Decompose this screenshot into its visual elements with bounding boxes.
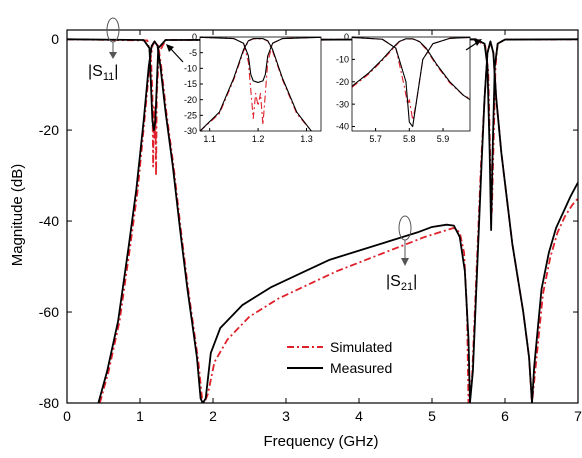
- x-tick-label: 2: [209, 408, 217, 424]
- s21-annotation: |S21|: [386, 215, 417, 293]
- s21-label: |S21|: [386, 273, 417, 293]
- x-tick-label: 5: [428, 408, 436, 424]
- s21-arrow-head: [401, 258, 409, 266]
- series-lines: [200, 37, 321, 131]
- y-tick-label: -5: [189, 48, 197, 58]
- x-tick-label: 5.8: [403, 134, 416, 144]
- x-tick-label: 4: [355, 408, 363, 424]
- x-tick-label: 1.2: [252, 134, 265, 144]
- y-tick-label: -20: [336, 77, 349, 87]
- y-tick-label: -60: [39, 304, 59, 320]
- series-lines: [352, 37, 470, 128]
- inset-plot-low-band: 1.1 1.2 1.3 0 -5 -10 -15 -20 -25 -30: [184, 32, 322, 144]
- x-tick-label: 1: [136, 408, 144, 424]
- series-lines: [67, 38, 578, 403]
- y-tick-label: -10: [336, 55, 349, 65]
- legend-measured-label: Measured: [330, 360, 392, 376]
- inset-background: [200, 37, 321, 131]
- legend: Simulated Measured: [287, 339, 392, 376]
- measured-s11-line: [352, 37, 470, 128]
- y-tick-label: -40: [39, 213, 59, 229]
- x-tick-label: 6: [501, 408, 509, 424]
- x-tick-label: 5.9: [437, 134, 450, 144]
- s11-annotation: |S11|: [88, 17, 120, 83]
- y-tick-label: -80: [39, 395, 59, 411]
- y-tick-label: -10: [184, 63, 197, 73]
- inset-plot-high-band: 5.7 5.8 5.9 0 -10 -20 -30 -40: [336, 32, 471, 144]
- y-tick-label: -40: [336, 122, 349, 132]
- y-tick-label: -15: [184, 79, 197, 89]
- x-tick-label: 5.7: [369, 134, 382, 144]
- y-axis-label: Magnitude (dB): [9, 164, 26, 267]
- plot-frame: [351, 36, 471, 132]
- y-tick-label: -30: [336, 99, 349, 109]
- y-tick-label: 0: [344, 32, 349, 42]
- y-tick-label: -20: [184, 95, 197, 105]
- inset-arrow-right-head: [474, 39, 482, 46]
- y-tick-label: 0: [192, 32, 197, 42]
- inset-pointer-arrows: [166, 39, 482, 63]
- s11-label: |S11|: [88, 63, 118, 83]
- y-tick-label: 0: [51, 31, 59, 47]
- x-axis-label: Frequency (GHz): [263, 433, 378, 450]
- measured-s21-line: [352, 38, 470, 101]
- legend-simulated-label: Simulated: [330, 339, 392, 355]
- inset-arrow-left-head: [166, 44, 174, 52]
- x-tick-label: 1.1: [203, 134, 216, 144]
- x-tick-label: 3: [282, 408, 290, 424]
- x-tick-label: 7: [574, 408, 582, 424]
- x-tick-label: 1.3: [300, 134, 313, 144]
- s11-arrow-head: [109, 52, 117, 59]
- measured-s11-line: [200, 37, 321, 83]
- y-tick-label: -30: [184, 126, 197, 136]
- inset-arrow-left: [169, 47, 184, 63]
- simulated-s21-line: [200, 38, 312, 131]
- plot-frame: [66, 29, 579, 404]
- x-tick-label: 0: [63, 408, 71, 424]
- measured-s21-line: [200, 38, 312, 131]
- y-tick-label: -25: [184, 110, 197, 120]
- y-tick-label: -20: [39, 122, 59, 138]
